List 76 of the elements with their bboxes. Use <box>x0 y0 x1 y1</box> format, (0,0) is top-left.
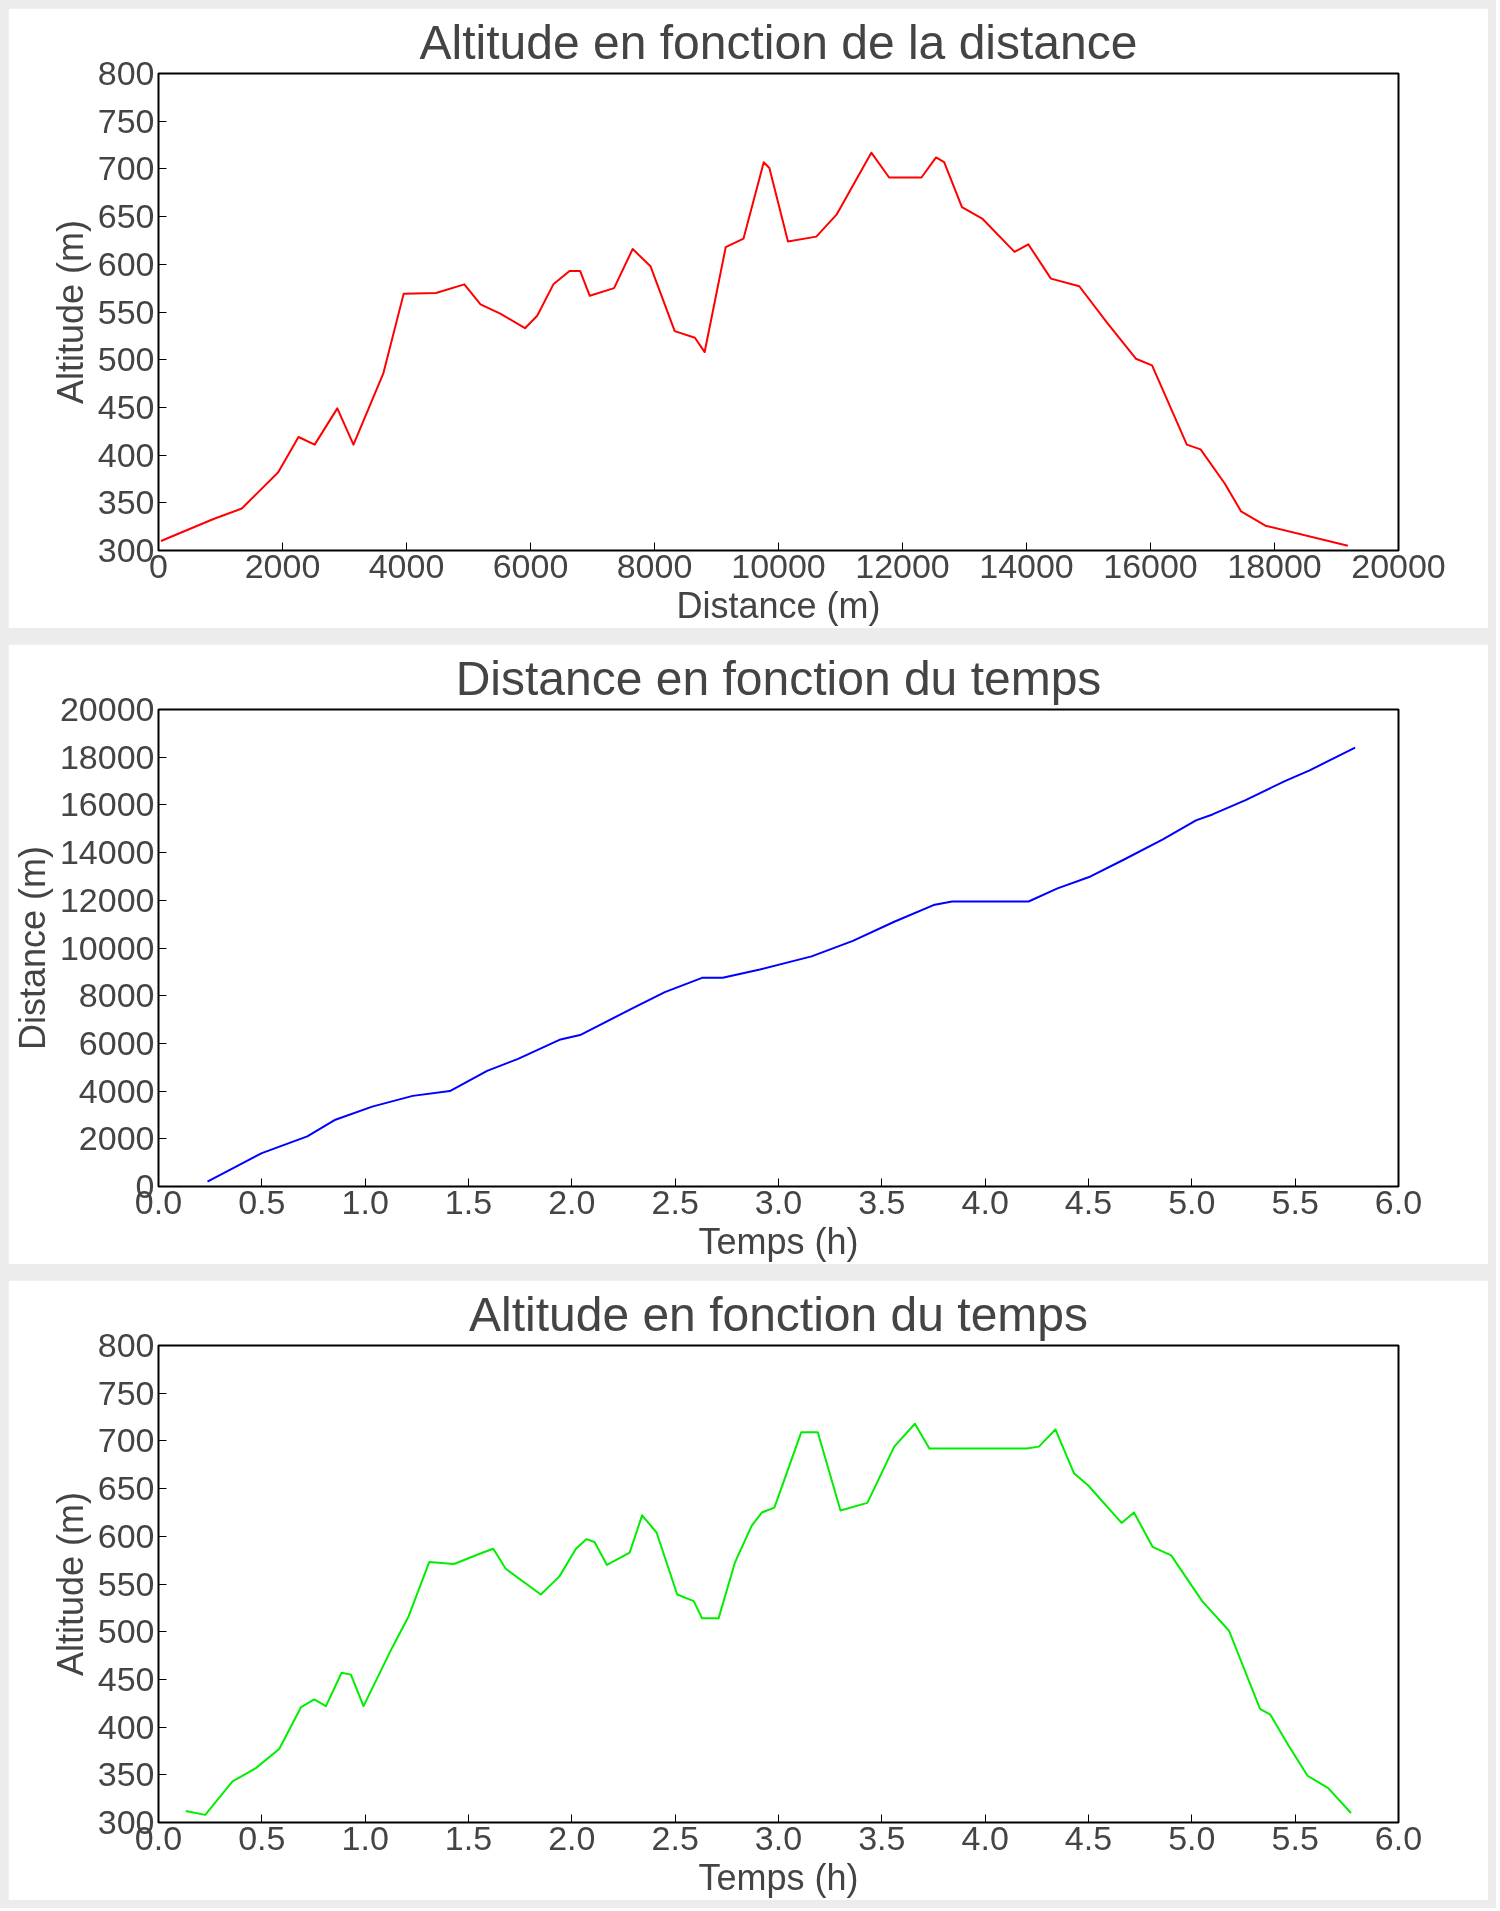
x-tick-label: 6.0 <box>1374 1182 1423 1221</box>
x-tick-label: 1.5 <box>444 1818 493 1857</box>
x-tick-label: 2.5 <box>651 1182 699 1221</box>
x-tick-label: 14000 <box>979 546 1074 585</box>
x-tick-label: 1.5 <box>444 1182 493 1221</box>
y-tick-label: 800 <box>97 54 155 92</box>
x-tick-label: 5.5 <box>1271 1182 1319 1221</box>
y-tick-label: 750 <box>97 1373 155 1412</box>
x-tick-label: 4.0 <box>961 1182 1009 1221</box>
y-tick-label: 400 <box>97 435 155 474</box>
y-axis-title: Altitude (m) <box>49 1491 91 1677</box>
y-tick-label: 8000 <box>78 976 155 1015</box>
y-tick-label: 350 <box>97 483 155 522</box>
y-tick-label: 700 <box>97 149 155 188</box>
x-tick-label: 20000 <box>1351 546 1446 585</box>
y-tick-label: 550 <box>97 292 155 331</box>
x-tick-label: 8000 <box>616 546 693 585</box>
y-tick-label: 700 <box>97 1421 155 1460</box>
y-tick-label: 600 <box>97 1516 155 1555</box>
x-tick-label: 5.0 <box>1168 1182 1216 1221</box>
x-axis-title: Temps (h) <box>698 1220 859 1262</box>
y-tick-label: 20000 <box>59 690 155 728</box>
y-axis-title: Altitude (m) <box>49 219 91 405</box>
y-tick-label: 500 <box>97 340 155 379</box>
x-tick-label: 10000 <box>731 546 826 585</box>
x-tick-label: 6000 <box>492 546 569 585</box>
x-tick-label: 1.0 <box>341 1182 389 1221</box>
x-tick-label: 2.0 <box>548 1182 596 1221</box>
x-tick-label: 2.5 <box>651 1818 699 1857</box>
y-tick-label: 2000 <box>78 1119 155 1158</box>
x-tick-label: 2000 <box>244 546 321 585</box>
x-tick-label: 3.5 <box>858 1182 906 1221</box>
y-tick-label: 750 <box>97 101 155 140</box>
chart-title: Altitude en fonction de la distance <box>419 15 1138 69</box>
x-tick-label: 4.0 <box>961 1818 1009 1857</box>
x-axis-title: Distance (m) <box>676 584 881 626</box>
y-tick-label: 14000 <box>59 833 155 872</box>
y-tick-label: 18000 <box>59 737 155 776</box>
y-tick-label: 450 <box>97 387 155 426</box>
x-tick-label: 3.0 <box>754 1818 803 1857</box>
line-series <box>206 746 1357 1183</box>
x-tick-label: 16000 <box>1103 546 1198 585</box>
y-tick-label: 10000 <box>59 928 155 967</box>
y-tick-label: 550 <box>97 1564 155 1603</box>
x-tick-label: 18000 <box>1227 546 1322 585</box>
x-tick-label: 4000 <box>368 546 445 585</box>
x-tick-label: 5.5 <box>1271 1818 1319 1857</box>
y-tick-label: 450 <box>97 1659 155 1698</box>
x-tick-label: 4.5 <box>1064 1182 1113 1221</box>
line-series <box>159 151 1349 547</box>
y-tick-label: 500 <box>97 1612 155 1651</box>
y-tick-label: 650 <box>97 1469 155 1508</box>
x-tick-label: 0.5 <box>238 1182 286 1221</box>
line-series <box>184 1422 1352 1816</box>
x-axis-title: Temps (h) <box>698 1856 859 1898</box>
y-tick-label: 400 <box>97 1707 155 1746</box>
x-tick-label: 3.5 <box>858 1818 906 1857</box>
y-axis-title: Distance (m) <box>11 845 53 1051</box>
x-tick-label: 5.0 <box>1168 1818 1216 1857</box>
x-tick-label: 1.0 <box>341 1818 389 1857</box>
y-tick-label: 12000 <box>59 880 155 919</box>
x-tick-label: 12000 <box>855 546 950 585</box>
chart-title: Altitude en fonction du temps <box>468 1287 1089 1341</box>
y-tick-label: 16000 <box>59 785 155 824</box>
x-tick-label: 0.5 <box>238 1818 286 1857</box>
x-tick-label: 3.0 <box>754 1182 803 1221</box>
chart-title: Distance en fonction du temps <box>455 651 1102 705</box>
y-tick-label: 350 <box>97 1755 155 1794</box>
y-tick-label: 6000 <box>78 1023 155 1062</box>
y-tick-label: 800 <box>97 1326 155 1364</box>
y-tick-label: 4000 <box>78 1071 155 1110</box>
x-tick-label: 6.0 <box>1374 1818 1423 1857</box>
x-tick-label: 4.5 <box>1064 1818 1113 1857</box>
y-tick-label: 650 <box>97 197 155 236</box>
y-tick-label: 600 <box>97 244 155 283</box>
x-tick-label: 2.0 <box>548 1818 596 1857</box>
